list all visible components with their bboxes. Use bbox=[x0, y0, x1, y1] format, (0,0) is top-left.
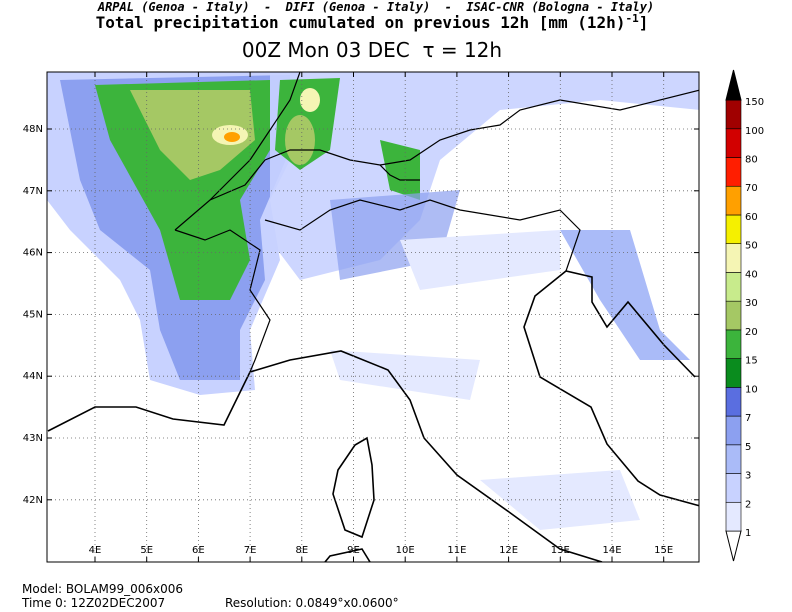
longitude-label: 9E bbox=[347, 545, 360, 556]
colorbar-box bbox=[725, 387, 742, 417]
precip-area bbox=[300, 88, 320, 112]
border bbox=[174, 229, 271, 373]
colorbar-box bbox=[725, 157, 742, 187]
graticule: 4E 5E 6E 7E 8E 9E 10E 11E 12E 13E 14E 15E 48N 47N 46N 4… bbox=[23, 72, 699, 562]
longitude-label: 8E bbox=[295, 545, 308, 556]
footer-time: Time 0: 12Z02DEC2007 bbox=[21, 596, 165, 610]
longitude-label: 14E bbox=[602, 545, 621, 556]
colorbar-label: 80 bbox=[745, 155, 758, 166]
longitude-label: 11E bbox=[447, 545, 466, 556]
longitude-label: 5E bbox=[140, 545, 153, 556]
colorbar-label: 150 bbox=[745, 97, 764, 108]
subtitle: 00Z Mon 03 DEC τ = 12h bbox=[242, 38, 502, 62]
precip-area bbox=[224, 132, 240, 142]
border bbox=[174, 89, 699, 231]
latitude-label: 43N bbox=[23, 433, 43, 444]
latitude-label: 42N bbox=[23, 495, 43, 506]
longitude-label: 15E bbox=[654, 545, 673, 556]
title-main: Total precipitation cumulated on previou… bbox=[96, 13, 626, 32]
colorbar-label: 100 bbox=[745, 126, 764, 137]
colorbar-label: 10 bbox=[745, 384, 758, 395]
map: 4E 5E 6E 7E 8E 9E 10E 11E 12E 13E 14E 15E 48N 47N 46N 4… bbox=[23, 71, 700, 563]
borders bbox=[174, 72, 699, 373]
precip-area bbox=[400, 230, 560, 290]
credits: ARPAL (Genoa - Italy) - DIFI (Genoa - It… bbox=[97, 0, 654, 14]
colorbar-label: 30 bbox=[745, 298, 758, 309]
precip-area bbox=[380, 140, 420, 200]
colorbar-box bbox=[725, 99, 742, 130]
colorbar-box bbox=[725, 473, 742, 503]
longitude-label: 12E bbox=[499, 545, 518, 556]
colorbar-box bbox=[725, 415, 742, 446]
colorbar-label: 20 bbox=[745, 327, 758, 338]
footer-model: Model: BOLAM99_006x006 bbox=[22, 582, 183, 596]
border bbox=[379, 164, 420, 181]
latitude-label: 47N bbox=[23, 186, 43, 197]
colorbar-box bbox=[725, 329, 742, 359]
colorbar-label: 7 bbox=[745, 413, 751, 424]
precip-area bbox=[130, 90, 255, 180]
colorbar-arrow bbox=[725, 530, 742, 562]
longitude-label: 10E bbox=[396, 545, 415, 556]
longitude-label: 4E bbox=[89, 545, 102, 556]
border bbox=[264, 199, 581, 272]
coastline bbox=[47, 350, 603, 562]
colorbar-box bbox=[725, 444, 742, 474]
title-superscript: -1 bbox=[625, 12, 639, 25]
colorbar-label: 1 bbox=[745, 528, 751, 539]
colorbar-label: 60 bbox=[745, 212, 758, 223]
coastline bbox=[523, 270, 699, 507]
colorbar-label: 3 bbox=[745, 471, 751, 482]
colorbar-box bbox=[725, 128, 742, 158]
precipitation-field bbox=[47, 72, 699, 530]
colorbar-box bbox=[725, 272, 742, 302]
colorbar-box bbox=[725, 501, 742, 532]
latitude-label: 45N bbox=[23, 309, 43, 320]
colorbar: 1 2 3 5 7 10 15 20 30 40 50 60 70 80 100 150 bbox=[725, 69, 764, 562]
colorbar-box bbox=[725, 243, 742, 273]
corsica bbox=[332, 436, 375, 539]
latitude-label: 44N bbox=[23, 371, 43, 382]
precip-area bbox=[285, 115, 315, 165]
colorbar-arrow bbox=[725, 69, 742, 101]
colorbar-box bbox=[725, 214, 742, 245]
colorbar-label: 5 bbox=[745, 442, 751, 453]
colorbar-label: 2 bbox=[745, 499, 751, 510]
colorbar-label: 50 bbox=[745, 241, 758, 252]
precip-area bbox=[560, 230, 690, 360]
colorbar-label: 70 bbox=[745, 183, 758, 194]
footer-resolution: Resolution: 0.0849°x0.0600° bbox=[225, 596, 399, 610]
colorbar-box bbox=[725, 358, 742, 388]
colorbar-box bbox=[725, 300, 742, 331]
colorbar-box bbox=[725, 185, 742, 216]
longitude-label: 13E bbox=[551, 545, 570, 556]
sardinia bbox=[324, 548, 371, 562]
border bbox=[209, 72, 301, 201]
title-end: ] bbox=[639, 13, 649, 32]
map-frame bbox=[46, 71, 700, 563]
title: Total precipitation cumulated on previou… bbox=[96, 12, 649, 32]
latitude-label: 48N bbox=[23, 124, 43, 135]
colorbar-label: 40 bbox=[745, 269, 758, 280]
latitude-label: 46N bbox=[23, 248, 43, 259]
colorbar-label: 15 bbox=[745, 356, 758, 367]
longitude-label: 6E bbox=[192, 545, 205, 556]
longitude-label: 7E bbox=[244, 545, 257, 556]
